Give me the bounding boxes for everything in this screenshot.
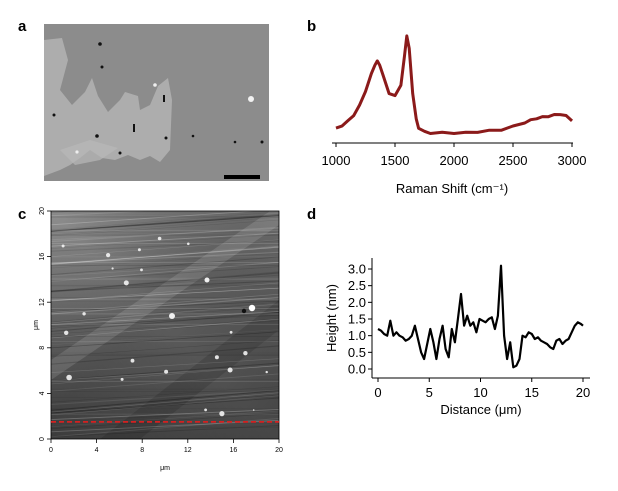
afm-x-tick-label: 4 — [95, 447, 99, 454]
height-y-tick-label: 1.0 — [348, 328, 366, 343]
height-x-tick-label: 15 — [525, 385, 539, 400]
raman-x-tick-label: 2000 — [440, 153, 469, 168]
afm-y-tick-label: 20 — [39, 207, 46, 215]
height-y-tick-label: 2.0 — [348, 295, 366, 310]
height-y-tick-label: 0.5 — [348, 345, 366, 360]
afm-texture — [51, 211, 279, 439]
afm-y-tick-label: 4 — [39, 391, 46, 395]
afm-x-tick-label: 16 — [230, 447, 238, 454]
height-y-tick-label: 1.5 — [348, 312, 366, 327]
height-y-ticks: 0.0 0.5 1.01.5 2.0 2.53.0 — [348, 262, 372, 377]
bright-particle — [153, 83, 157, 87]
height-y-axis-label: Height (nm) — [324, 284, 339, 352]
panel-label-d: d — [307, 206, 317, 223]
raman-x-tick-label: 1500 — [381, 153, 410, 168]
afm-y-tick-label: 0 — [39, 437, 46, 441]
afm-x-tick-label: 20 — [275, 447, 283, 454]
afm-y-tick-label: 16 — [39, 253, 46, 261]
particle — [260, 140, 264, 144]
panel-label-c: c — [18, 206, 27, 223]
particle — [98, 42, 102, 46]
afm-x-tick-label: 0 — [49, 447, 53, 454]
bright-particle — [75, 150, 79, 154]
height-profile-line — [377, 264, 584, 369]
particle — [95, 134, 99, 138]
height-x-axis-label: Distance (μm) — [440, 402, 521, 417]
particle — [191, 134, 195, 138]
panel-a-micrograph — [44, 24, 269, 181]
height-y-tick-label: 2.5 — [348, 278, 366, 293]
afm-x-tick-label: 8 — [140, 447, 144, 454]
afm-y-tick-label: 8 — [39, 346, 46, 350]
height-x-tick-label: 0 — [374, 385, 381, 400]
afm-x-axis-label: μm — [160, 465, 170, 472]
panel-b-raman-chart: 1000 1500 2000 2500 3000 Raman Shift (cm⁻¹) — [322, 34, 587, 196]
afm-x-tick-label: 12 — [184, 447, 192, 454]
raman-x-tick-label: 3000 — [558, 153, 587, 168]
particle — [100, 65, 104, 69]
panel-c-afm-image: 0 4 8 12 16 20 0 4 8 12 16 20 μm μm — [33, 207, 283, 472]
particle — [118, 151, 122, 155]
panel-d-height-profile-chart: 0 5 10 15 20 0.0 0.5 1.01.5 2.0 2.53.0 Distance … — [324, 258, 590, 417]
particle — [164, 136, 168, 140]
afm-frame — [50, 210, 280, 440]
height-x-ticks: 0 5 10 15 20 — [374, 378, 590, 400]
particle — [52, 113, 56, 117]
scale-bar — [224, 175, 260, 179]
graphene-flake-region — [44, 38, 172, 176]
height-y-tick-label: 3.0 — [348, 262, 366, 277]
panel-label-a: a — [18, 18, 27, 35]
raman-x-axis-label: Raman Shift (cm⁻¹) — [396, 181, 508, 196]
raman-x-tick-label: 2500 — [499, 153, 528, 168]
bright-particle — [248, 96, 254, 102]
height-x-tick-label: 10 — [473, 385, 487, 400]
particle — [233, 140, 237, 144]
raman-x-ticks: 1000 1500 2000 2500 3000 — [322, 143, 587, 168]
height-x-tick-label: 20 — [576, 385, 590, 400]
afm-y-ticks: 0 4 8 12 16 20 — [39, 207, 51, 441]
afm-y-tick-label: 12 — [39, 298, 46, 306]
height-y-tick-label: 0.0 — [348, 362, 366, 377]
afm-y-axis-label: μm — [33, 320, 40, 330]
particle — [163, 95, 165, 102]
particle — [133, 124, 135, 132]
panel-label-b: b — [307, 18, 317, 35]
flake-bright-patch — [60, 140, 118, 165]
raman-spectrum-line — [335, 34, 574, 135]
afm-x-ticks: 0 4 8 12 16 20 — [49, 439, 283, 454]
height-x-tick-label: 5 — [426, 385, 433, 400]
raman-x-tick-label: 1000 — [322, 153, 351, 168]
